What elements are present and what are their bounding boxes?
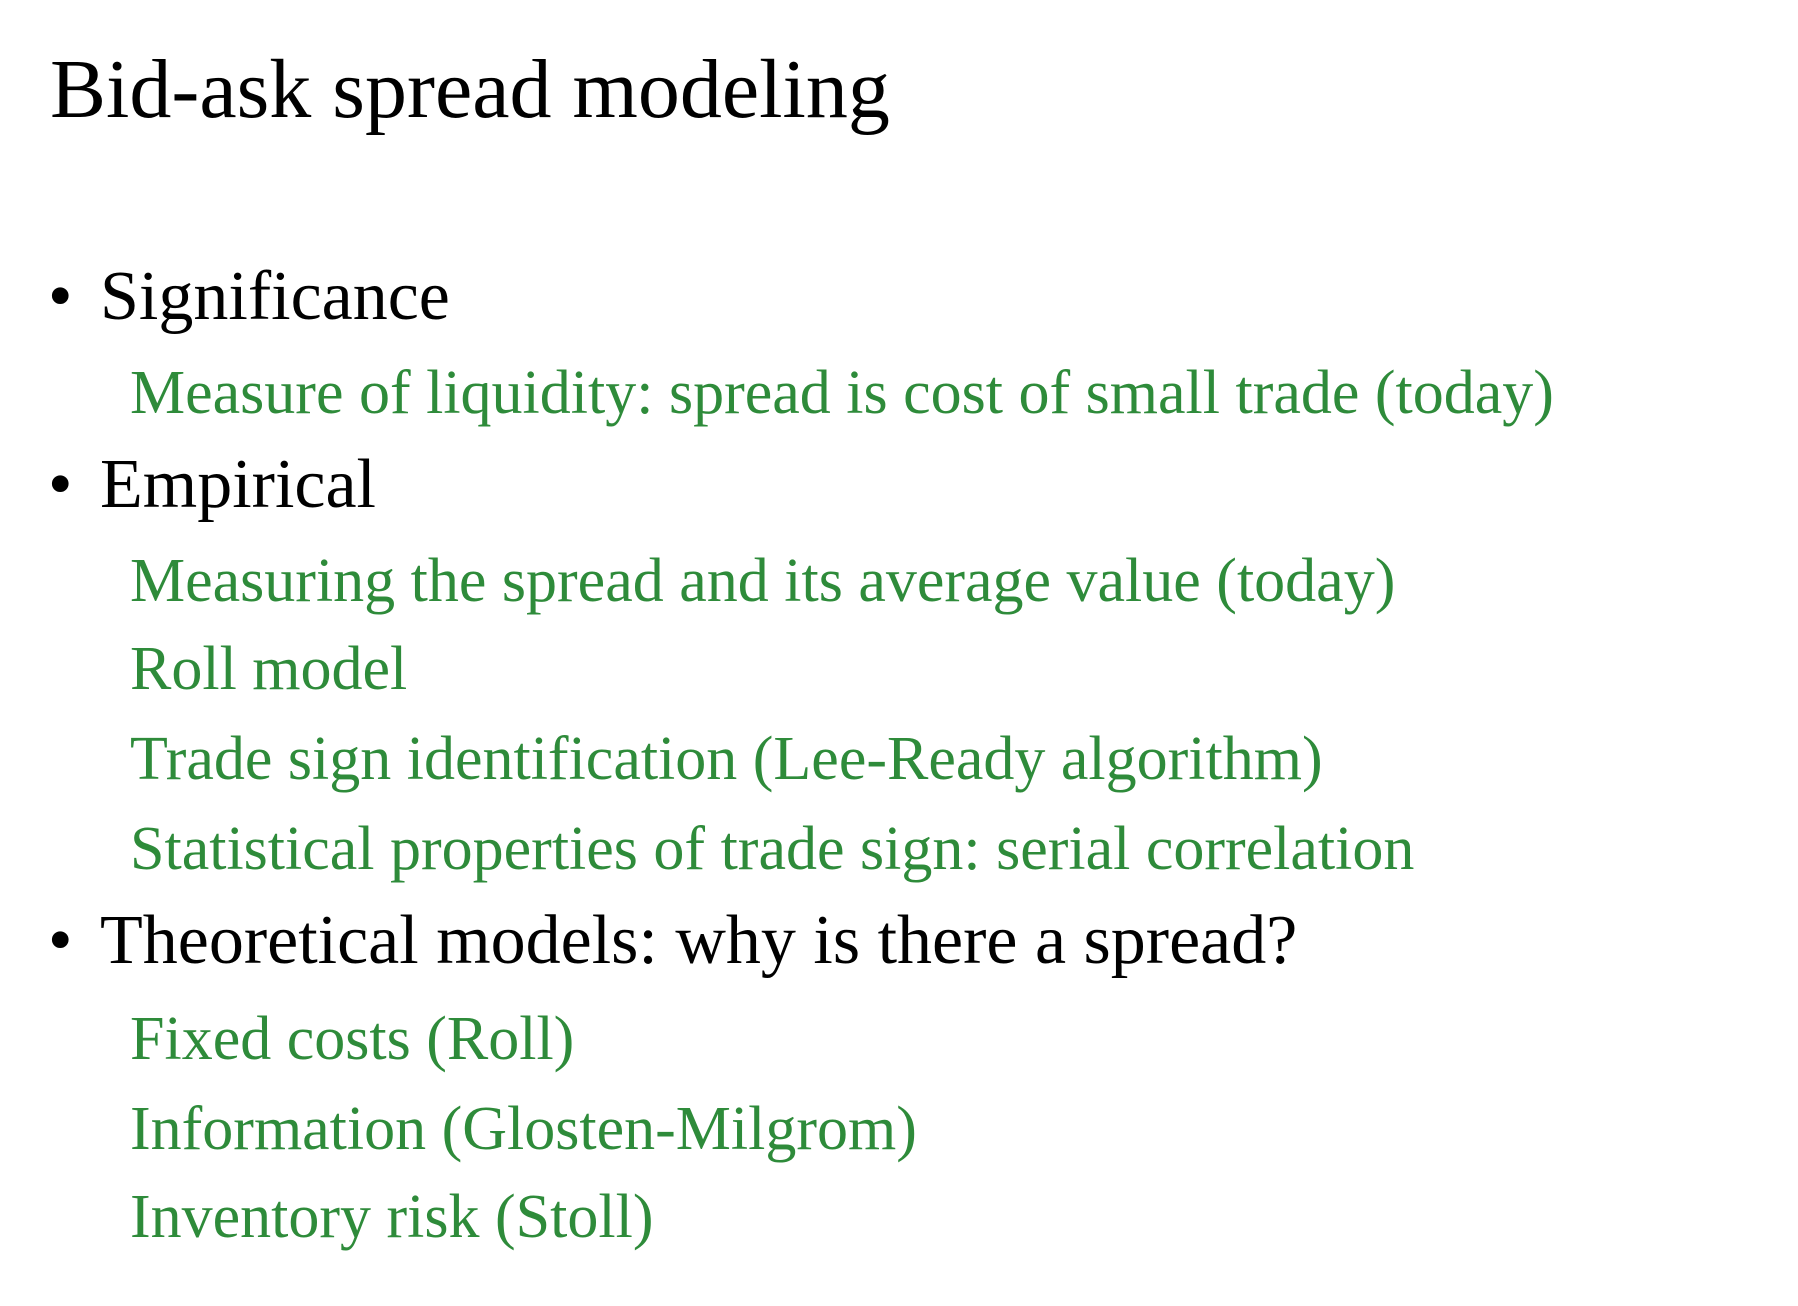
sub-item: Trade sign identification (Lee-Ready alg…: [130, 725, 1323, 793]
slide-title: Bid-ask spread modeling: [50, 43, 890, 136]
sub-item: Statistical properties of trade sign: se…: [130, 815, 1415, 883]
section-heading-empirical: • Empirical: [48, 450, 376, 520]
section-heading-label: Significance: [100, 258, 450, 335]
sub-item: Roll model: [130, 635, 408, 703]
bullet-icon: •: [48, 446, 73, 523]
section-heading-significance: • Significance: [48, 262, 450, 332]
bullet-icon: •: [48, 902, 73, 979]
sub-item: Information (Glosten-Milgrom): [130, 1095, 917, 1163]
sub-item: Fixed costs (Roll): [130, 1005, 575, 1073]
sub-item: Inventory risk (Stoll): [130, 1183, 654, 1251]
sub-item: Measure of liquidity: spread is cost of …: [130, 359, 1554, 427]
section-heading-theoretical-models: • Theoretical models: why is there a spre…: [48, 906, 1297, 976]
bullet-icon: •: [48, 258, 73, 335]
section-heading-label: Empirical: [100, 446, 377, 523]
sub-item: Measuring the spread and its average val…: [130, 547, 1396, 615]
section-heading-label: Theoretical models: why is there a sprea…: [100, 902, 1298, 979]
